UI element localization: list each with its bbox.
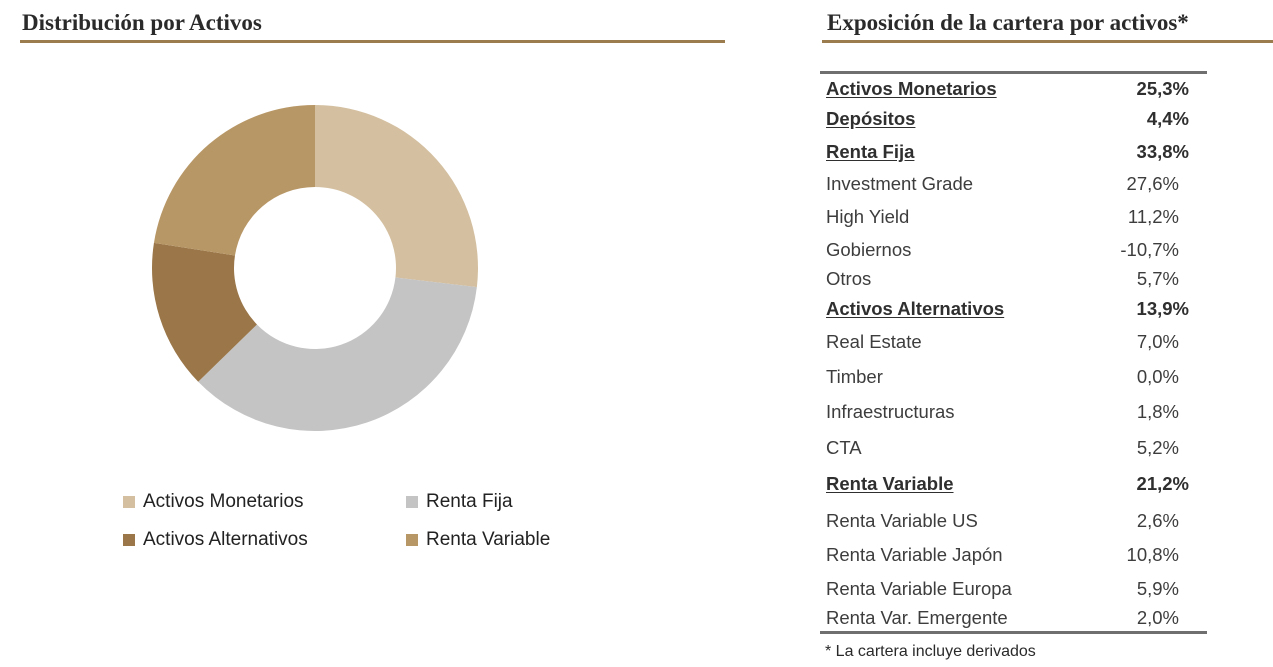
slice-activos-alternativos (152, 242, 257, 382)
row-value: 25,3% (1136, 78, 1189, 99)
row-label: Infraestructuras (826, 401, 955, 422)
legend-item-activos-monetarios: Activos Monetarios (123, 491, 304, 513)
legend-swatch (123, 496, 135, 508)
legend-swatch (406, 496, 418, 508)
row-label: CTA (826, 437, 862, 458)
chart-title-rule (20, 40, 725, 43)
table-row: Activos Alternativos 13,9% (820, 296, 1207, 322)
table-row: Depósitos 4,4% (820, 106, 1207, 132)
table-row: Activos Monetarios 25,3% (820, 76, 1207, 102)
table-row: Infraestructuras 1,8% (820, 399, 1207, 425)
row-label: Renta Variable US (826, 510, 978, 531)
table-row: CTA 5,2% (820, 435, 1207, 461)
legend-label: Activos Alternativos (143, 529, 308, 550)
table-row: Real Estate 7,0% (820, 329, 1207, 355)
row-label: Timber (826, 366, 883, 387)
table-row: Renta Variable 21,2% (820, 471, 1207, 497)
row-label: Gobiernos (826, 239, 912, 260)
row-value: 0,0% (1136, 366, 1179, 387)
row-label: Investment Grade (826, 173, 974, 194)
row-value: 1,8% (1136, 401, 1179, 422)
row-label: Otros (826, 268, 872, 289)
legend-item-renta-fija: Renta Fija (406, 491, 513, 513)
row-value: 27,6% (1126, 173, 1179, 194)
row-value: 5,9% (1136, 578, 1179, 599)
row-value: 21,2% (1136, 473, 1189, 494)
row-value: 2,0% (1136, 607, 1179, 628)
row-label: Depósitos (826, 108, 916, 129)
table-title-rule (822, 40, 1273, 43)
row-label: Activos Alternativos (826, 298, 1005, 319)
donut-chart (152, 105, 479, 431)
slice-activos-monetarios (315, 105, 479, 288)
table-row: Gobiernos -10,7% (820, 237, 1207, 263)
table-row: Renta Var. Emergente 2,0% (820, 605, 1207, 631)
row-label: High Yield (826, 206, 910, 227)
row-value: 5,2% (1136, 437, 1179, 458)
table-row: Renta Variable Japón 10,8% (820, 542, 1207, 568)
row-value: 10,8% (1126, 544, 1179, 565)
row-value: 2,6% (1136, 510, 1179, 531)
row-value: 33,8% (1136, 141, 1189, 162)
row-label: Activos Monetarios (826, 78, 997, 99)
table-row: Otros 5,7% (820, 266, 1207, 292)
legend-item-activos-alternativos: Activos Alternativos (123, 529, 308, 551)
table-row: High Yield 11,2% (820, 204, 1207, 230)
legend-label: Activos Monetarios (143, 491, 304, 512)
row-label: Renta Variable Japón (826, 544, 1003, 565)
legend-label: Renta Variable (426, 529, 551, 550)
row-value: 11,2% (1127, 206, 1179, 227)
slice-renta-fija (198, 277, 477, 431)
row-value: 4,4% (1146, 108, 1189, 129)
legend-label: Renta Fija (426, 491, 513, 512)
chart-section-title: Distribución por Activos (22, 10, 262, 35)
slice-renta-variable (153, 105, 315, 256)
table-row: Renta Fija 33,8% (820, 139, 1207, 165)
row-value: 13,9% (1136, 298, 1189, 319)
table-row: Renta Variable US 2,6% (820, 508, 1207, 534)
table-row: Timber 0,0% (820, 364, 1207, 390)
legend-item-renta-variable: Renta Variable (406, 529, 550, 551)
row-label: Renta Fija (826, 141, 915, 162)
row-label: Renta Variable (826, 473, 954, 494)
donut-slices (152, 105, 479, 431)
exposure-table: Activos Monetarios 25,3% Depósitos 4,4% Rent… (820, 71, 1207, 628)
row-label: Renta Variable Europa (826, 578, 1012, 599)
row-value: 7,0% (1136, 331, 1179, 352)
table-top-rule (820, 71, 1207, 74)
table-row: Investment Grade 27,6% (820, 171, 1207, 197)
table-row: Renta Variable Europa 5,9% (820, 576, 1207, 602)
row-value: -10,7% (1120, 239, 1179, 260)
table-footnote: * La cartera incluye derivados (825, 643, 1036, 660)
table-section-title: Exposición de la cartera por activos* (827, 10, 1189, 35)
row-value: 5,7% (1136, 268, 1179, 289)
legend-swatch (123, 534, 135, 546)
table-bottom-rule (820, 631, 1207, 634)
row-label: Real Estate (826, 331, 922, 352)
legend-swatch (406, 534, 418, 546)
row-label: Renta Var. Emergente (826, 607, 1008, 628)
